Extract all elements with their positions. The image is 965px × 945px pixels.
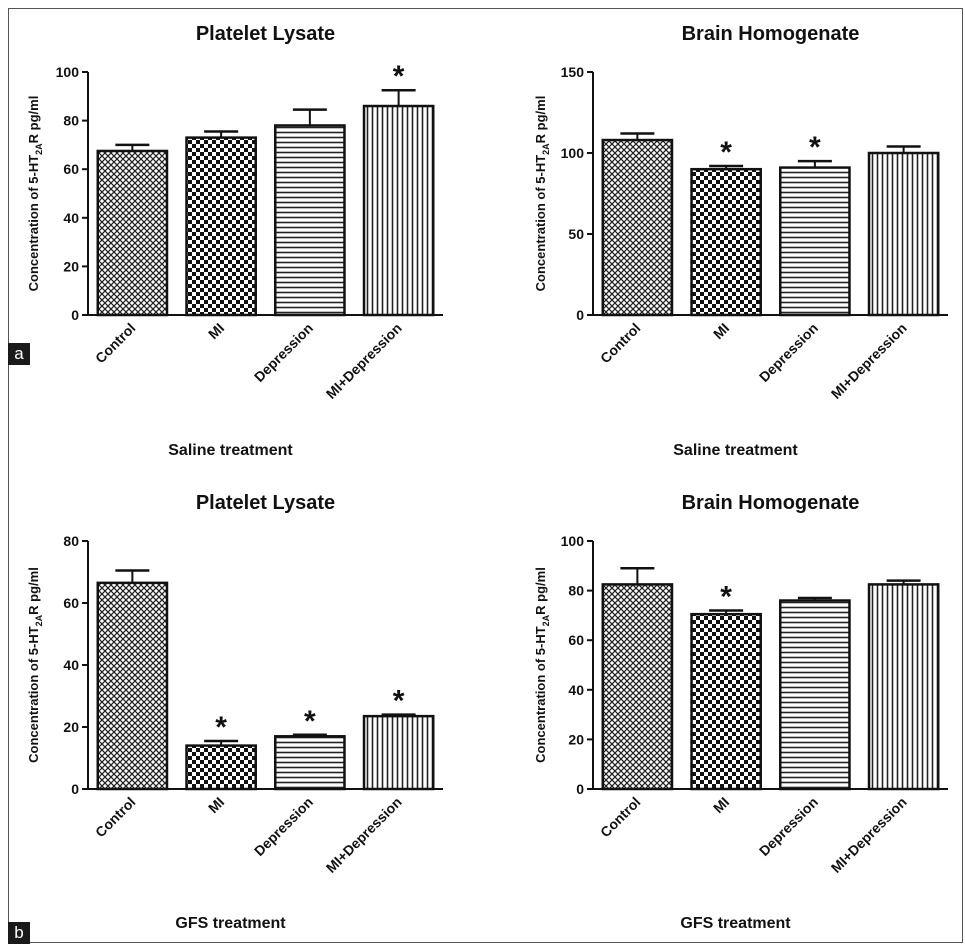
significance-marker: * — [393, 60, 405, 93]
x-axis-label: GFS treatment — [175, 915, 286, 932]
x-tick-label: Depression — [756, 320, 821, 385]
bar-depression — [779, 166, 851, 317]
y-tick-label: 100 — [56, 64, 80, 80]
y-axis-label: Concentration of 5-HT2AR pg/ml — [533, 96, 551, 292]
y-tick-label: 0 — [576, 307, 584, 323]
bar-mi — [690, 612, 762, 791]
y-tick-label: 20 — [568, 731, 584, 747]
bar-mi-depression — [867, 583, 940, 791]
y-tick-label: 100 — [561, 145, 585, 161]
chart-title: Brain Homogenate — [682, 23, 860, 45]
y-tick-label: 80 — [63, 533, 79, 549]
x-tick-label: Depression — [251, 794, 316, 859]
x-tick-label: Control — [597, 794, 644, 841]
y-axis-label-subscript: 2A — [541, 614, 551, 626]
bar-mi — [185, 136, 257, 317]
bar-control — [96, 149, 169, 317]
x-tick-label: MI+Depression — [828, 794, 910, 876]
chart-2: Brain Homogenate 0 50 100 150 Concentration o… — [533, 23, 948, 459]
y-tick-label: 80 — [568, 583, 584, 599]
y-tick-label: 40 — [63, 210, 79, 226]
y-tick-label: 20 — [63, 258, 79, 274]
y-tick-label: 0 — [71, 781, 79, 797]
x-axis-label: GFS treatment — [680, 915, 791, 932]
bar-control — [601, 138, 674, 317]
y-tick-label: 40 — [568, 682, 584, 698]
x-tick-label: MI+Depression — [323, 794, 405, 876]
y-axis-label-subscript: 2A — [34, 143, 44, 155]
x-tick-label: Depression — [756, 794, 821, 859]
x-tick-label: MI — [205, 320, 227, 342]
significance-marker: * — [393, 685, 405, 718]
significance-marker: * — [215, 711, 227, 744]
x-tick-label: MI+Depression — [828, 320, 910, 402]
y-axis-label-part: Concentration of 5-HT — [26, 626, 41, 763]
y-tick-label: 60 — [63, 161, 79, 177]
x-axis-label: Saline treatment — [168, 442, 293, 459]
bar-control — [96, 581, 169, 791]
x-axis-label: Saline treatment — [673, 442, 798, 459]
x-tick-label: MI — [205, 794, 227, 816]
y-axis-label-part: R pg/ml — [26, 567, 41, 615]
panel-label-b: b — [8, 922, 30, 944]
significance-marker: * — [304, 705, 316, 738]
y-axis-label-part: Concentration of 5-HT — [26, 155, 41, 292]
y-axis-label-part: R pg/ml — [26, 96, 41, 144]
bar-depression — [274, 735, 346, 791]
chart-1: Platelet Lysate 0 20 40 60 80 100 Concentration… — [26, 23, 443, 459]
y-axis-label-part: Concentration of 5-HT — [533, 155, 548, 292]
panel-label-a: a — [8, 343, 30, 365]
chart-3: Platelet Lysate 0 20 40 60 80 Concentration of… — [26, 492, 443, 932]
y-axis-label-subscript: 2A — [34, 614, 44, 626]
y-tick-label: 50 — [568, 226, 584, 242]
chart-4: Brain Homogenate 0 20 40 60 80 100 Concentratio… — [533, 492, 948, 932]
x-tick-label: Control — [92, 794, 139, 841]
y-axis-label-part: R pg/ml — [533, 567, 548, 615]
x-tick-label: MI — [710, 320, 732, 342]
significance-marker: * — [809, 131, 821, 164]
bar-mi-depression — [362, 104, 435, 317]
y-axis-label: Concentration of 5-HT2AR pg/ml — [26, 96, 44, 292]
y-tick-label: 100 — [561, 533, 585, 549]
bar-mi — [690, 167, 762, 317]
chart-title: Brain Homogenate — [682, 492, 860, 514]
y-axis-label-part: R pg/ml — [533, 96, 548, 144]
figure-frame — [8, 8, 963, 943]
y-axis-label-subscript: 2A — [541, 143, 551, 155]
y-tick-label: 60 — [63, 595, 79, 611]
x-tick-label: Depression — [251, 320, 316, 385]
x-tick-label: Control — [92, 320, 139, 367]
y-tick-label: 80 — [63, 113, 79, 129]
x-tick-label: MI+Depression — [323, 320, 405, 402]
bar-mi-depression — [362, 714, 435, 791]
bar-depression — [274, 124, 346, 317]
bar-depression — [779, 599, 851, 791]
x-tick-label: MI — [710, 794, 732, 816]
y-axis-label: Concentration of 5-HT2AR pg/ml — [26, 567, 44, 763]
significance-marker: * — [720, 136, 732, 169]
significance-marker: * — [720, 580, 732, 613]
bar-mi — [185, 744, 257, 791]
bar-mi-depression — [867, 151, 940, 317]
y-tick-label: 150 — [561, 64, 585, 80]
y-tick-label: 40 — [63, 657, 79, 673]
y-tick-label: 60 — [568, 632, 584, 648]
x-tick-label: Control — [597, 320, 644, 367]
y-tick-label: 0 — [576, 781, 584, 797]
chart-title: Platelet Lysate — [196, 492, 335, 514]
y-tick-label: 0 — [71, 307, 79, 323]
y-axis-label-part: Concentration of 5-HT — [533, 626, 548, 763]
y-tick-label: 20 — [63, 719, 79, 735]
bar-control — [601, 583, 674, 791]
y-axis-label: Concentration of 5-HT2AR pg/ml — [533, 567, 551, 763]
chart-title: Platelet Lysate — [196, 23, 335, 45]
